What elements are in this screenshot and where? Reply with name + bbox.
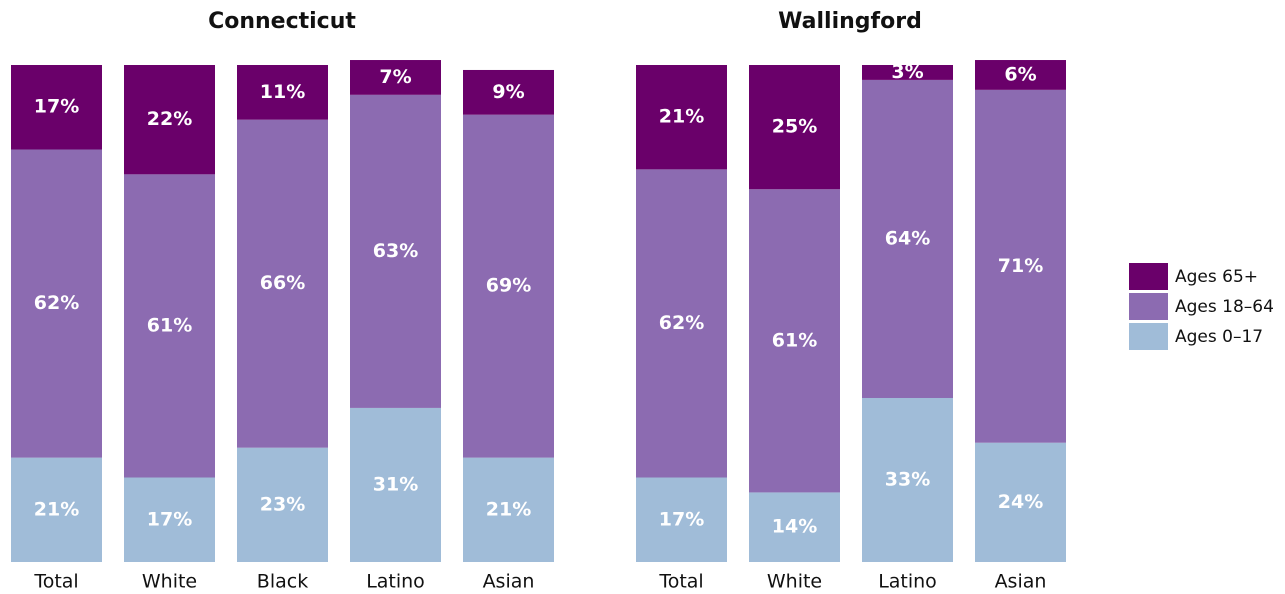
data-label: 21% <box>659 106 704 128</box>
data-label: 21% <box>486 498 531 520</box>
x-tick-label: Total <box>33 571 78 593</box>
data-label: 22% <box>147 108 192 130</box>
data-label: 69% <box>486 275 531 297</box>
bar-segment <box>350 94 441 408</box>
bar-segment <box>636 169 727 478</box>
data-label: 62% <box>34 292 79 314</box>
bar-segment <box>749 492 840 562</box>
data-label: 21% <box>34 498 79 520</box>
data-label: 33% <box>885 468 930 490</box>
data-label: 17% <box>659 508 704 530</box>
chart-title: Wallingford <box>778 9 922 34</box>
bar-segment <box>862 79 953 398</box>
bar-segment <box>749 189 840 493</box>
legend-swatch <box>1129 323 1168 350</box>
legend-swatch <box>1129 293 1168 320</box>
data-label: 24% <box>998 491 1043 513</box>
bar-segment <box>237 65 328 120</box>
bar-segment <box>636 65 727 170</box>
data-label: 62% <box>659 312 704 334</box>
legend-label: Ages 0–17 <box>1175 327 1263 347</box>
legend-label: Ages 18–64 <box>1175 297 1274 317</box>
bar-segment <box>975 89 1066 443</box>
bar-segment <box>11 457 102 562</box>
bar-segment <box>237 119 328 448</box>
bar-segment <box>11 65 102 150</box>
bar-segment <box>124 65 215 175</box>
data-label: 3% <box>891 61 923 83</box>
x-tick-label: Asian <box>483 571 535 593</box>
x-tick-label: White <box>767 571 822 593</box>
data-label: 17% <box>34 96 79 118</box>
data-label: 9% <box>492 81 524 103</box>
bar-segment <box>975 442 1066 562</box>
data-label: 11% <box>260 81 305 103</box>
data-label: 25% <box>772 116 817 138</box>
data-label: 63% <box>373 240 418 262</box>
data-label: 66% <box>260 272 305 294</box>
data-label: 31% <box>373 473 418 495</box>
bar-segment <box>11 149 102 458</box>
bar-segment <box>463 114 554 458</box>
bar-segment <box>975 60 1066 90</box>
data-label: 17% <box>147 508 192 530</box>
x-tick-label: Latino <box>366 571 425 593</box>
data-label: 6% <box>1004 63 1036 85</box>
x-tick-label: White <box>142 571 197 593</box>
bar-segment <box>463 69 554 115</box>
data-label: 23% <box>260 493 305 515</box>
bar-segment <box>862 397 953 562</box>
bar-segment <box>237 447 328 562</box>
x-tick-label: Latino <box>878 571 937 593</box>
x-tick-label: Asian <box>995 571 1047 593</box>
bar-segment <box>749 65 840 190</box>
bar-segment <box>350 60 441 95</box>
data-label: 61% <box>147 314 192 336</box>
data-label: 7% <box>379 66 411 88</box>
legend-label: Ages 65+ <box>1175 267 1258 287</box>
data-label: 61% <box>772 329 817 351</box>
bar-segment <box>350 407 441 562</box>
bar-segment <box>124 477 215 562</box>
data-label: 71% <box>998 255 1043 277</box>
bar-segment <box>124 174 215 478</box>
data-label: 64% <box>885 227 930 249</box>
bar-segment <box>463 457 554 562</box>
legend-swatch <box>1129 263 1168 290</box>
bar-segment <box>636 477 727 562</box>
chart-title: Connecticut <box>208 9 356 34</box>
bar-segment <box>862 65 953 80</box>
data-label: 14% <box>772 516 817 538</box>
x-tick-label: Black <box>257 571 308 593</box>
x-tick-label: Total <box>658 571 703 593</box>
